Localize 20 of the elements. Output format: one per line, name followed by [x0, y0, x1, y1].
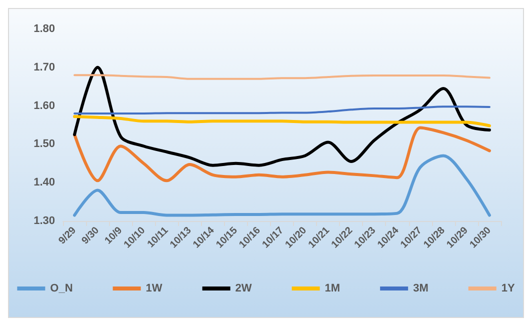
line-series [73, 66, 491, 167]
legend-label: 3M [413, 282, 428, 294]
y-tick-label: 1.30 [34, 215, 55, 227]
y-tick-label: 1.70 [34, 61, 55, 74]
legend-label: 1Y [501, 282, 516, 294]
legend-label: O_N [50, 282, 73, 294]
x-tick-label: 9/29 [56, 224, 79, 247]
line-series [73, 126, 491, 182]
legend-label: 1W [146, 282, 163, 294]
y-tick-label: 1.80 [34, 23, 55, 35]
x-tick-label: 9/30 [80, 224, 102, 247]
line-series [73, 154, 491, 217]
line-series [74, 106, 490, 114]
legend-label: 1M [324, 282, 340, 294]
y-tick-label: 1.60 [34, 100, 55, 112]
x-tick-label: 10/9 [103, 224, 125, 247]
y-tick-label: 1.40 [34, 176, 55, 189]
legend-label: 2W [235, 282, 252, 294]
line-series [73, 115, 491, 128]
y-tick-label: 1.50 [34, 138, 55, 150]
